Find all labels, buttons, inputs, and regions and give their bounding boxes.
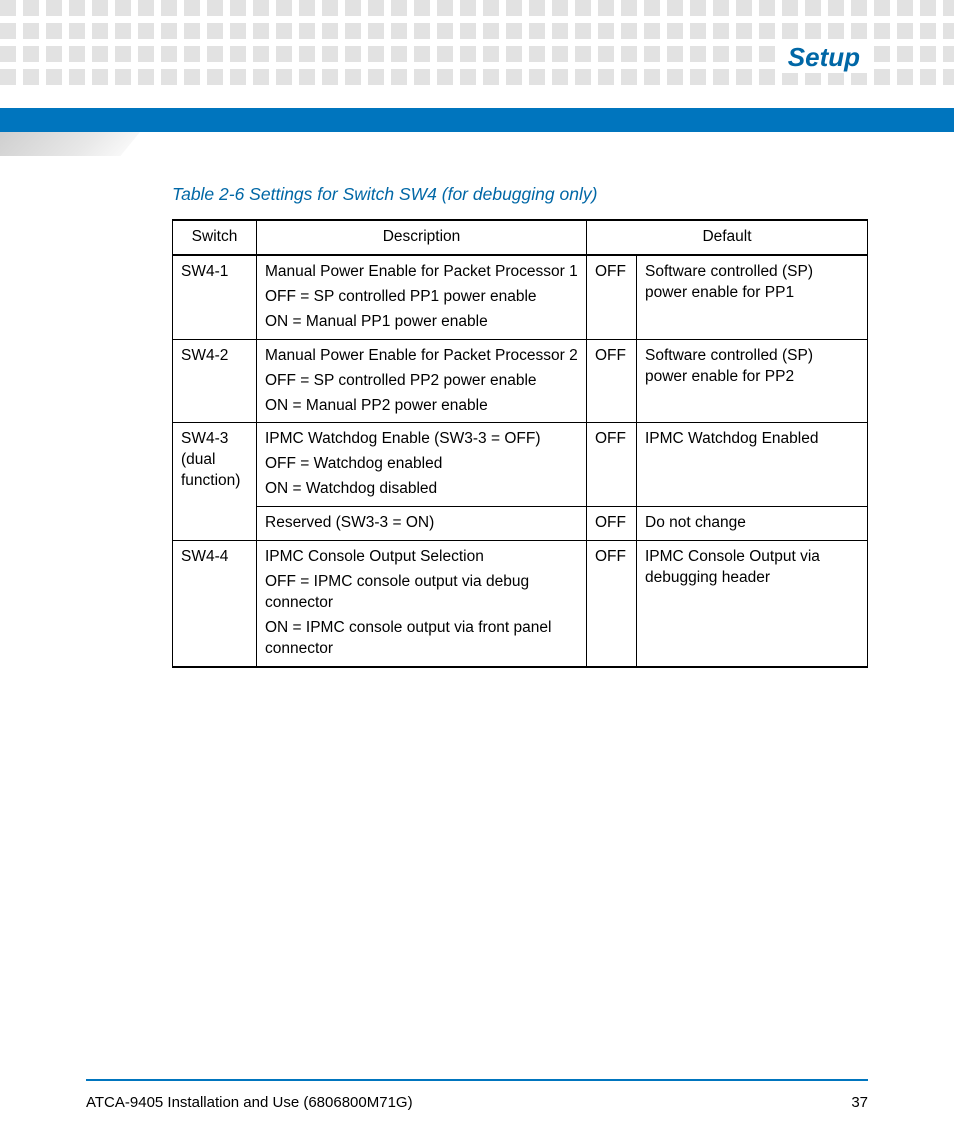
cell-default-note: IPMC Console Output via debugging header: [637, 541, 868, 667]
col-default: Default: [587, 220, 868, 255]
desc-line: ON = IPMC console output via front panel…: [265, 618, 578, 660]
cell-description: Manual Power Enable for Packet Processor…: [257, 339, 587, 423]
table-row: SW4-3 (dual function) IPMC Watchdog Enab…: [173, 423, 868, 507]
table-caption: Table 2-6 Settings for Switch SW4 (for d…: [172, 184, 868, 205]
desc-line: OFF = SP controlled PP1 power enable: [265, 287, 578, 308]
cell-description: Reserved (SW3-3 = ON): [257, 507, 587, 541]
table-row: SW4-1 Manual Power Enable for Packet Pro…: [173, 255, 868, 339]
cell-default-state: OFF: [587, 507, 637, 541]
desc-line: OFF = SP controlled PP2 power enable: [265, 371, 578, 392]
cell-description: IPMC Console Output Selection OFF = IPMC…: [257, 541, 587, 667]
cell-default-note: IPMC Watchdog Enabled: [637, 423, 868, 507]
content-area: Table 2-6 Settings for Switch SW4 (for d…: [172, 184, 868, 668]
col-switch: Switch: [173, 220, 257, 255]
table-row: SW4-2 Manual Power Enable for Packet Pro…: [173, 339, 868, 423]
desc-line: Reserved (SW3-3 = ON): [265, 513, 578, 534]
cell-default-note: Do not change: [637, 507, 868, 541]
footer-doc-title: ATCA-9405 Installation and Use (6806800M…: [86, 1094, 413, 1111]
table-row-sub: Reserved (SW3-3 = ON) OFF Do not change: [173, 507, 868, 541]
desc-line: ON = Watchdog disabled: [265, 479, 578, 500]
section-title: Setup: [780, 42, 868, 73]
header-grey-wedge: [0, 132, 140, 156]
desc-line: ON = Manual PP1 power enable: [265, 312, 578, 333]
page-footer: ATCA-9405 Installation and Use (6806800M…: [86, 1094, 868, 1111]
cell-default-state: OFF: [587, 541, 637, 667]
cell-switch: SW4-3 (dual function): [173, 423, 257, 541]
cell-default-note: Software controlled (SP) power enable fo…: [637, 255, 868, 339]
switch-settings-table: Switch Description Default SW4-1 Manual …: [172, 219, 868, 668]
desc-line: Manual Power Enable for Packet Processor…: [265, 346, 578, 367]
table-row: SW4-4 IPMC Console Output Selection OFF …: [173, 541, 868, 667]
cell-default-note: Software controlled (SP) power enable fo…: [637, 339, 868, 423]
desc-line: Manual Power Enable for Packet Processor…: [265, 262, 578, 283]
cell-description: IPMC Watchdog Enable (SW3-3 = OFF) OFF =…: [257, 423, 587, 507]
desc-line: OFF = Watchdog enabled: [265, 454, 578, 475]
cell-switch: SW4-1: [173, 255, 257, 339]
footer-page-number: 37: [851, 1094, 868, 1111]
desc-line: IPMC Console Output Selection: [265, 547, 578, 568]
table-header-row: Switch Description Default: [173, 220, 868, 255]
desc-line: IPMC Watchdog Enable (SW3-3 = OFF): [265, 429, 578, 450]
cell-default-state: OFF: [587, 339, 637, 423]
header-blue-bar: [0, 108, 954, 132]
footer-rule: [86, 1079, 868, 1081]
cell-default-state: OFF: [587, 423, 637, 507]
col-description: Description: [257, 220, 587, 255]
cell-switch: SW4-4: [173, 541, 257, 667]
cell-switch: SW4-2: [173, 339, 257, 423]
desc-line: ON = Manual PP2 power enable: [265, 396, 578, 417]
cell-default-state: OFF: [587, 255, 637, 339]
cell-description: Manual Power Enable for Packet Processor…: [257, 255, 587, 339]
desc-line: OFF = IPMC console output via debug conn…: [265, 572, 578, 614]
